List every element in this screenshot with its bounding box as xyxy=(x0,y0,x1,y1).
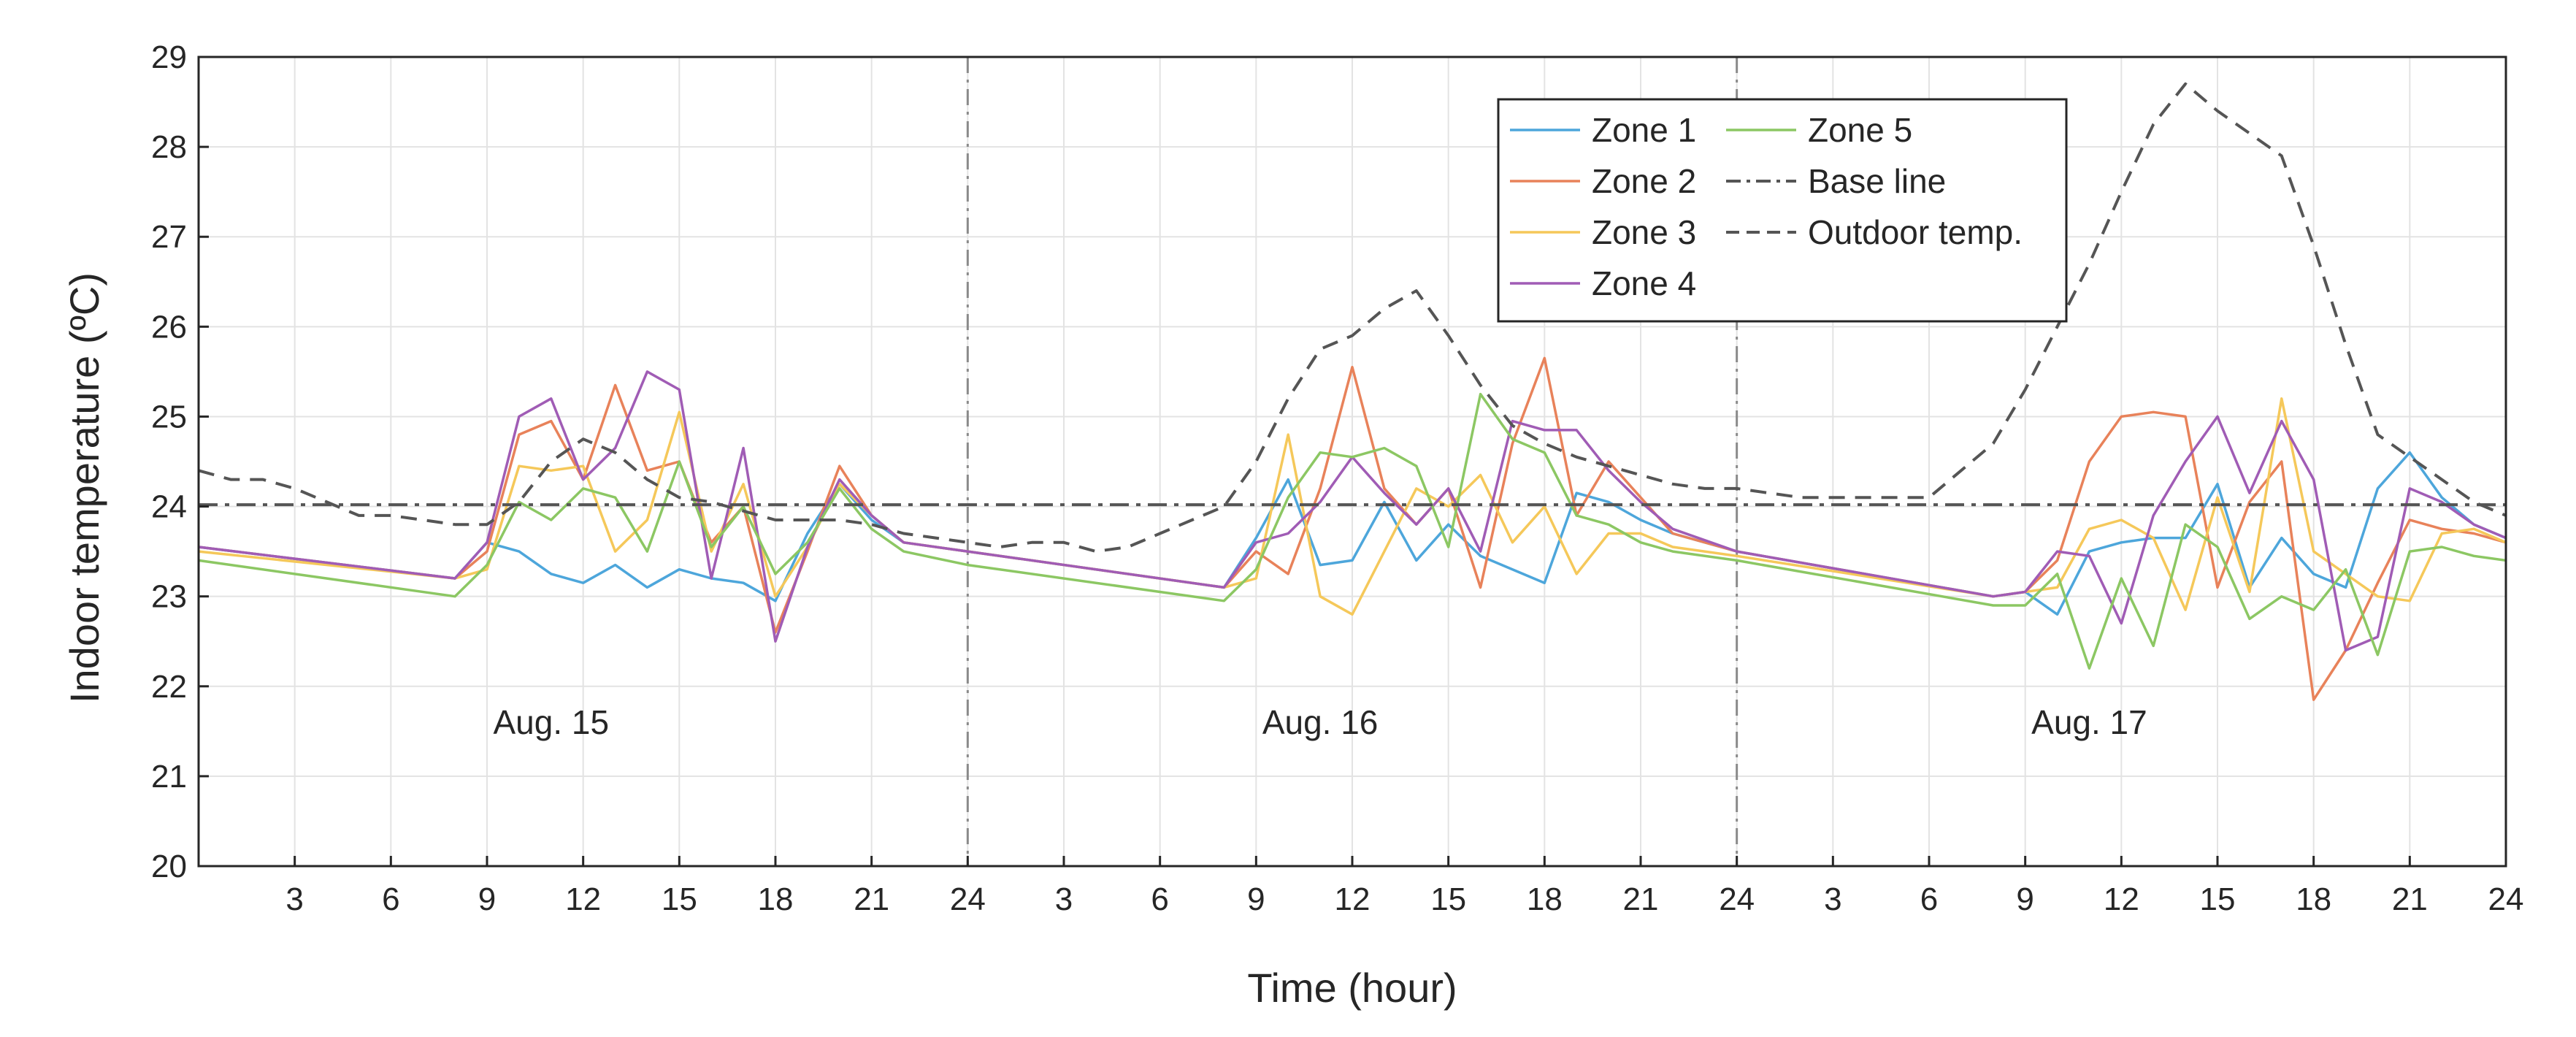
x-tick-label: 15 xyxy=(2200,881,2236,917)
series-line-zone-4 xyxy=(198,370,2507,652)
day-label: Aug. 15 xyxy=(493,703,609,741)
x-tick-label: 3 xyxy=(285,881,303,917)
x-axis-label: Time (hour) xyxy=(1247,965,1457,1011)
axes xyxy=(197,56,2507,868)
x-tick-label: 15 xyxy=(1430,881,1466,917)
legend-label: Base line xyxy=(1808,162,1946,200)
y-tick-label: 27 xyxy=(151,219,187,255)
day-label: Aug. 16 xyxy=(1262,703,1379,741)
x-tick-label: 9 xyxy=(1247,881,1265,917)
series-line-zone-3 xyxy=(198,397,2507,616)
x-tick-label: 12 xyxy=(565,881,601,917)
legend-label: Outdoor temp. xyxy=(1808,213,2023,251)
legend-box xyxy=(1497,98,2068,323)
x-tick-labels: 3 6 9 12 15 18 21 24 3 6 9 12 15 18 21 24 3 6 9 12 15 18 21 24 xyxy=(285,881,2523,917)
legend-label: Zone 5 xyxy=(1808,111,1912,149)
y-tick-label: 21 xyxy=(151,759,187,795)
y-tick-label: 29 xyxy=(151,39,187,75)
x-tick-label: 21 xyxy=(2392,881,2428,917)
legend-label: Zone 2 xyxy=(1592,162,1696,200)
y-tick-labels: 20 21 22 23 24 25 26 27 28 29 xyxy=(151,39,187,884)
x-tick-label: 24 xyxy=(2488,881,2524,917)
x-tick-label: 6 xyxy=(1151,881,1168,917)
x-tick-label: 6 xyxy=(1920,881,1938,917)
x-tick-label: 15 xyxy=(662,881,697,917)
day-label: Aug. 17 xyxy=(2031,703,2147,741)
y-tick-label: 24 xyxy=(151,489,187,525)
y-tick-label: 28 xyxy=(151,129,187,165)
x-tick-label: 3 xyxy=(1055,881,1073,917)
x-tick-label: 6 xyxy=(382,881,399,917)
series-line-zone-5 xyxy=(198,392,2507,670)
y-axis-label: Indoor temperature (ºC) xyxy=(61,272,107,703)
y-tick-label: 26 xyxy=(151,309,187,345)
series-line-outdoor-temp xyxy=(198,82,2507,554)
legend-label: Zone 4 xyxy=(1592,264,1696,302)
plot-series xyxy=(198,82,2507,701)
y-tick-label: 22 xyxy=(151,669,187,705)
legend-label: Zone 3 xyxy=(1592,213,1696,251)
x-tick-label: 18 xyxy=(1527,881,1563,917)
y-tick-label: 20 xyxy=(151,849,187,884)
x-tick-label: 9 xyxy=(478,881,496,917)
legend: Zone 1 Zone 2 Zone 3 Zone 4 Zone 5 Base line O… xyxy=(1497,98,2068,323)
y-tick-label: 25 xyxy=(151,399,187,435)
x-tick-label: 18 xyxy=(2296,881,2331,917)
x-tick-label: 9 xyxy=(2016,881,2033,917)
legend-label: Zone 1 xyxy=(1592,111,1696,149)
x-tick-label: 3 xyxy=(1824,881,1841,917)
x-tick-label: 12 xyxy=(1335,881,1371,917)
day-labels: Aug. 15 Aug. 16 Aug. 17 xyxy=(493,703,2147,741)
x-tick-label: 12 xyxy=(2104,881,2139,917)
y-tick-label: 23 xyxy=(151,579,187,615)
x-tick-label: 21 xyxy=(1623,881,1659,917)
x-tick-label: 24 xyxy=(950,881,986,917)
x-tick-label: 24 xyxy=(1719,881,1755,917)
x-tick-label: 21 xyxy=(854,881,889,917)
x-tick-label: 18 xyxy=(758,881,794,917)
